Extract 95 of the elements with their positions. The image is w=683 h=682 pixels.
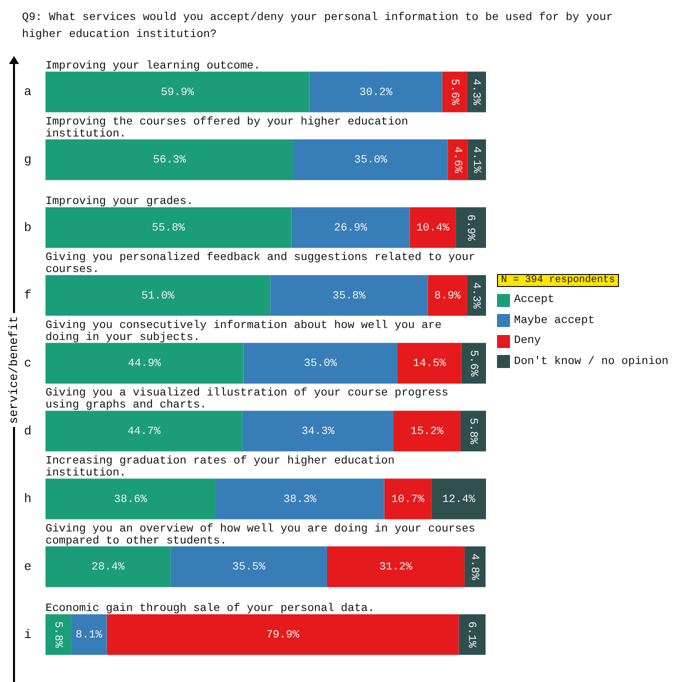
- bar: [431, 478, 486, 520]
- bar: [46, 410, 242, 452]
- data-label: 10.4%: [416, 222, 450, 234]
- bar: [467, 72, 486, 112]
- bar: [384, 478, 432, 520]
- bar: [46, 207, 292, 248]
- data-label: 4.3%: [470, 282, 482, 310]
- annotation: Improving your grades.: [46, 195, 194, 208]
- data-label: 6.9%: [464, 214, 476, 242]
- bar: [46, 342, 244, 384]
- data-label: 38.6%: [114, 494, 148, 506]
- bar: [294, 139, 448, 180]
- data-label: 10.7%: [391, 494, 425, 506]
- legend-label: Accept: [514, 294, 554, 306]
- data-label: 44.9%: [128, 358, 162, 370]
- data-label: 8.1%: [76, 629, 102, 642]
- bar: [46, 546, 171, 588]
- bar: [71, 614, 107, 655]
- bar: [216, 478, 384, 520]
- bar: [242, 410, 394, 452]
- annotation: Giving you a visualized illustration of your course progress using graphs and charts.: [46, 386, 448, 412]
- annotation: Giving you consecutively information about how well you are doing in your subjects.: [46, 318, 442, 344]
- text: N = 394 respondents: [497, 274, 620, 287]
- data-label: 79.9%: [266, 629, 300, 642]
- data-label: 28.4%: [92, 562, 125, 574]
- y-tick-label: b: [24, 220, 32, 235]
- bar: [46, 275, 270, 316]
- data-label: 35.0%: [354, 154, 388, 167]
- y-tick-label: h: [24, 492, 32, 506]
- data-label: 5.8%: [51, 621, 64, 648]
- y-tick-label: a: [24, 85, 32, 100]
- data-label: 5.6%: [466, 350, 479, 377]
- y-tick-label: e: [24, 560, 32, 574]
- bar: [46, 614, 72, 655]
- data-label: 12.4%: [442, 494, 476, 506]
- annotation: Economic gain through sale of your personal data.: [46, 602, 374, 616]
- bar: [46, 478, 216, 520]
- bar: [458, 614, 486, 655]
- bar: [326, 546, 464, 588]
- bar: [456, 207, 486, 248]
- annotation: Improving your learning outcome.: [46, 60, 260, 73]
- data-label: 35.0%: [304, 358, 338, 370]
- bar: [393, 410, 460, 452]
- bar: [46, 72, 310, 112]
- chart-title: Q9: What services would you accept/deny your personal information to be used for by your higher education institution?: [22, 10, 614, 43]
- data-label: 56.3%: [152, 154, 186, 167]
- data-label: 59.9%: [160, 86, 194, 99]
- annotation: Giving you an overview of how well you are doing in your courses compared to other students.: [46, 522, 476, 548]
- data-label: 35.8%: [332, 290, 366, 302]
- bar: [46, 139, 294, 180]
- bar: [428, 275, 468, 316]
- data-label: 34.3%: [301, 426, 335, 438]
- data-label: 4.6%: [450, 146, 463, 174]
- annotation: Improving the courses offered by your higher education institution.: [46, 115, 408, 140]
- bar: [243, 342, 398, 384]
- annotation: Increasing graduation rates of your higher education institution.: [46, 454, 395, 480]
- y-tick-label: c: [24, 356, 32, 371]
- data-label: 26.9%: [334, 222, 368, 234]
- legend-label: Deny: [514, 335, 541, 348]
- data-label: 38.3%: [283, 494, 317, 506]
- bar: [460, 410, 486, 452]
- bar: [270, 275, 428, 316]
- bar: [448, 139, 468, 180]
- bar: [170, 546, 327, 588]
- data-label: 4.8%: [468, 554, 480, 580]
- data-label: 31.2%: [379, 562, 413, 574]
- data-label: 5.6%: [448, 78, 460, 106]
- bar: [461, 342, 486, 384]
- data-label: 55.8%: [152, 222, 186, 234]
- bar: [309, 72, 442, 112]
- data-label: 8.9%: [434, 290, 462, 302]
- y-axis-title: service/benefit: [7, 312, 21, 428]
- data-label: 35.5%: [232, 562, 266, 574]
- data-label: 14.5%: [412, 358, 446, 370]
- data-label: 6.1%: [465, 621, 478, 648]
- bar: [410, 207, 456, 248]
- data-label: 5.8%: [466, 418, 478, 445]
- data-label: 15.2%: [410, 426, 444, 438]
- annotation: Giving you personalized feedback and suggestions related to your courses.: [46, 251, 476, 276]
- data-label: 44.7%: [127, 426, 161, 438]
- data-label: 4.3%: [470, 78, 482, 106]
- bar: [106, 614, 459, 655]
- y-tick-label: i: [24, 628, 32, 642]
- y-tick-label: f: [24, 288, 32, 303]
- bar: [291, 207, 410, 248]
- legend-label: Maybe accept: [514, 314, 595, 327]
- y-tick-label: g: [24, 153, 32, 168]
- bar: [442, 72, 468, 112]
- data-label: 30.2%: [359, 86, 393, 99]
- y-tick-label: d: [24, 424, 32, 438]
- bar: [397, 342, 462, 384]
- data-label: 51.0%: [141, 290, 175, 302]
- legend-label: Don't know / no opinion: [514, 356, 668, 368]
- bar: [467, 275, 486, 316]
- data-label: 4.1%: [470, 146, 482, 174]
